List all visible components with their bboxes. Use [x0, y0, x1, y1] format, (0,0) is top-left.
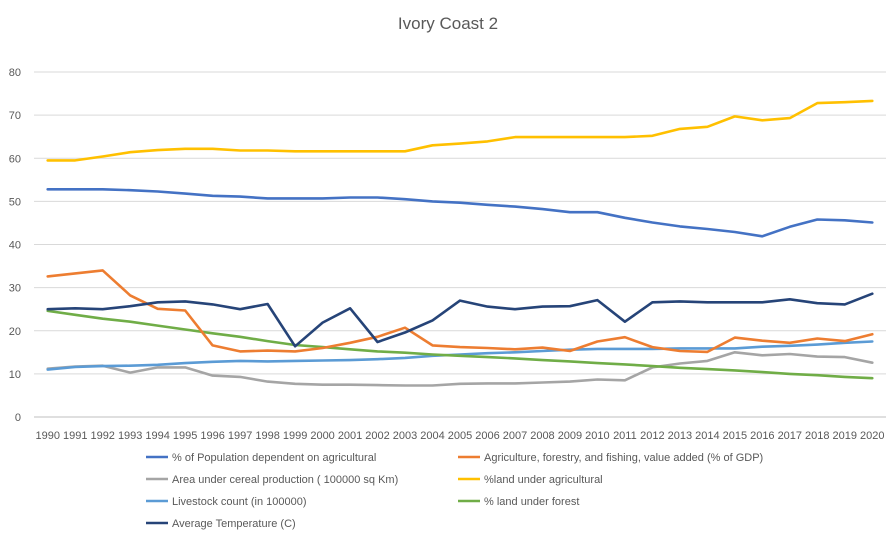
y-tick-label: 40	[9, 240, 21, 252]
series-line-3	[46, 99, 874, 162]
x-tick-label: 1990	[35, 430, 59, 442]
x-tick-label: 2013	[668, 430, 692, 442]
y-axis: 0 10 20 30 40 50 60 70 80	[9, 67, 21, 424]
series-line-2	[46, 350, 874, 387]
y-tick-label: 10	[9, 369, 21, 381]
x-tick-label: 2010	[585, 430, 609, 442]
x-tick-label: 2008	[530, 430, 554, 442]
legend-label: Livestock count (in 100000)	[172, 496, 307, 508]
x-tick-label: 1997	[228, 430, 252, 442]
x-tick-label: 2016	[750, 430, 774, 442]
gridlines	[34, 71, 886, 418]
legend: % of Population dependent on agricultura…	[146, 452, 763, 530]
x-tick-label: 2000	[310, 430, 334, 442]
x-tick-label: 2014	[695, 430, 719, 442]
x-tick-label: 2011	[613, 430, 637, 442]
x-tick-label: 2019	[833, 430, 857, 442]
legend-label: % of Population dependent on agricultura…	[172, 452, 376, 464]
x-tick-label: 2015	[723, 430, 747, 442]
x-tick-label: 2009	[558, 430, 582, 442]
legend-label: %land under agricultural	[484, 474, 603, 486]
legend-label: Area under cereal production ( 100000 sq…	[172, 474, 398, 486]
x-tick-label: 1995	[173, 430, 197, 442]
x-tick-label: 2018	[805, 430, 829, 442]
x-tick-label: 2005	[448, 430, 472, 442]
legend-label: Agriculture, forestry, and fishing, valu…	[484, 452, 763, 464]
x-tick-label: 1999	[283, 430, 307, 442]
y-tick-label: 20	[9, 326, 21, 338]
x-tick-label: 2020	[860, 430, 884, 442]
series-line-1	[46, 269, 874, 354]
x-tick-label: 1994	[145, 430, 169, 442]
x-tick-label: 2003	[393, 430, 417, 442]
x-tick-label: 1998	[255, 430, 279, 442]
x-tick-label: 2001	[338, 430, 362, 442]
x-tick-label: 1992	[90, 430, 114, 442]
chart-title: Ivory Coast 2	[398, 14, 498, 33]
x-tick-label: 2017	[778, 430, 802, 442]
x-tick-label: 2002	[365, 430, 389, 442]
y-tick-label: 0	[15, 412, 21, 424]
x-axis: 1990 1991 1992 1993 1994 1995 1996 1997 1998 1999…	[35, 430, 884, 442]
series-line-5	[46, 309, 874, 380]
legend-label: % land under forest	[484, 496, 579, 508]
y-tick-label: 50	[9, 196, 21, 208]
series-line-0	[46, 188, 874, 238]
x-tick-label: 1993	[118, 430, 142, 442]
x-tick-label: 2012	[640, 430, 664, 442]
x-tick-label: 1991	[63, 430, 87, 442]
series-lines	[46, 99, 874, 387]
y-tick-label: 60	[9, 153, 21, 165]
y-tick-label: 70	[9, 110, 21, 122]
y-tick-label: 30	[9, 283, 21, 295]
legend-label: Average Temperature (C)	[172, 518, 296, 530]
y-tick-label: 80	[9, 67, 21, 79]
x-tick-label: 1996	[200, 430, 224, 442]
x-tick-label: 2007	[503, 430, 527, 442]
x-tick-label: 2006	[475, 430, 499, 442]
series-line-6	[46, 292, 874, 348]
x-tick-label: 2004	[420, 430, 444, 442]
